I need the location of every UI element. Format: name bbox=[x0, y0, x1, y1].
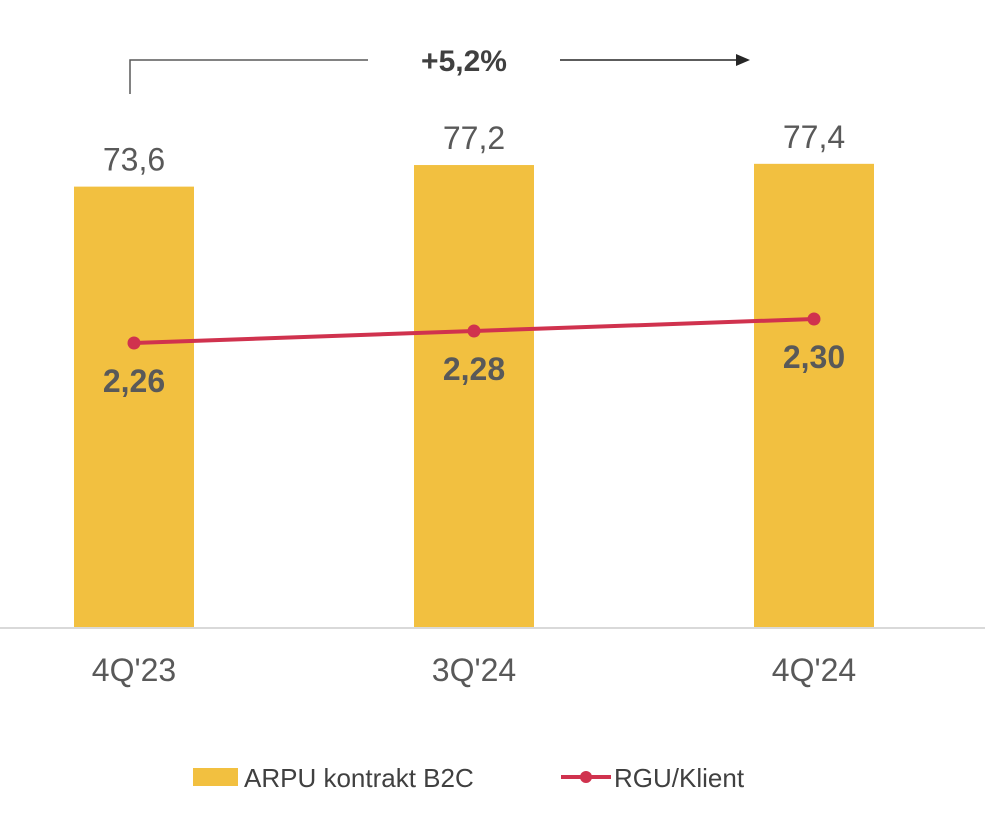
line-layer bbox=[127, 312, 821, 350]
legend-label-bar: ARPU kontrakt B2C bbox=[244, 763, 474, 793]
legend-label-line: RGU/Klient bbox=[614, 763, 745, 793]
rgu-value-label-2: 2,30 bbox=[783, 339, 845, 375]
bar-value-label-2: 77,4 bbox=[783, 119, 845, 155]
growth-annotation: +5,2% bbox=[129, 45, 750, 94]
growth-label: +5,2% bbox=[421, 45, 507, 78]
bar-value-label-0: 73,6 bbox=[103, 142, 165, 178]
rgu-point-1 bbox=[467, 324, 481, 338]
bar-1 bbox=[414, 165, 534, 628]
bars-layer bbox=[74, 163, 874, 629]
bar-2 bbox=[754, 163, 874, 628]
rgu-point-2 bbox=[807, 312, 821, 326]
rgu-value-label-0: 2,26 bbox=[103, 363, 165, 399]
labels-layer: 73,6 77,2 77,4 2,26 2,28 2,30 4Q'23 3Q'24 4Q'24 bbox=[92, 119, 856, 688]
x-tick-label-1: 3Q'24 bbox=[432, 652, 516, 688]
legend-swatch-bar bbox=[193, 768, 238, 786]
legend: ARPU kontrakt B2C RGU/Klient bbox=[193, 763, 745, 793]
growth-bracket-left bbox=[129, 59, 368, 94]
rgu-value-label-1: 2,28 bbox=[443, 351, 505, 387]
x-tick-label-2: 4Q'24 bbox=[772, 652, 856, 688]
x-tick-label-0: 4Q'23 bbox=[92, 652, 176, 688]
growth-arrow-head bbox=[736, 54, 750, 66]
bar-0 bbox=[74, 186, 194, 629]
bar-value-label-1: 77,2 bbox=[443, 120, 505, 156]
rgu-point-0 bbox=[127, 336, 141, 350]
legend-swatch-marker bbox=[580, 771, 592, 783]
